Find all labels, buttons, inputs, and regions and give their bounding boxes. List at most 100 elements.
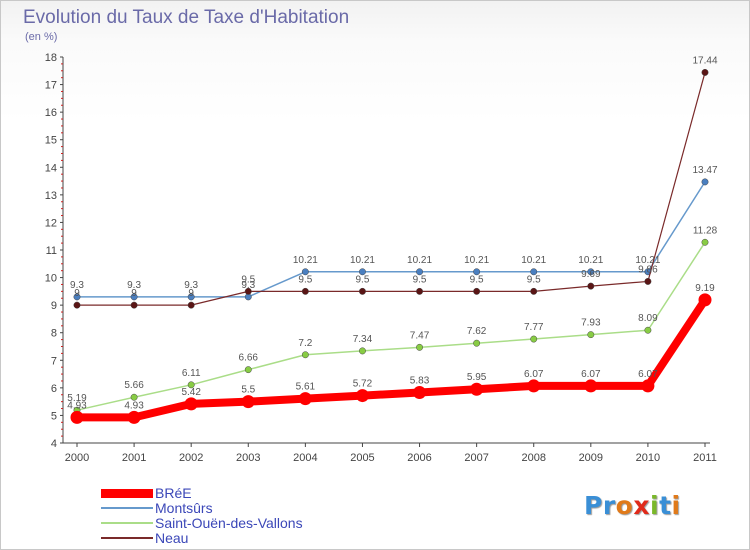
chart-title: Evolution du Taux de Taxe d'Habitation bbox=[23, 7, 350, 28]
y-tick-label: 10 bbox=[45, 273, 57, 285]
data-label: 5.66 bbox=[124, 380, 144, 391]
y-tick-label: 17 bbox=[45, 80, 57, 92]
data-point bbox=[244, 287, 252, 295]
y-tick-label: 14 bbox=[45, 162, 57, 174]
x-tick-label: 2006 bbox=[407, 452, 431, 464]
x-tick-label: 2001 bbox=[122, 452, 146, 464]
legend-swatch bbox=[101, 522, 153, 524]
data-label: 9.3 bbox=[241, 280, 255, 291]
data-point bbox=[127, 410, 141, 424]
y-tick-label: 11 bbox=[46, 245, 57, 257]
data-label: 10.21 bbox=[350, 255, 375, 266]
data-point bbox=[530, 335, 538, 343]
data-label: 4.93 bbox=[67, 400, 87, 411]
data-point bbox=[701, 68, 709, 76]
data-label: 6.07 bbox=[638, 369, 658, 380]
data-label: 7.77 bbox=[524, 322, 544, 333]
x-tick-label: 2009 bbox=[579, 452, 603, 464]
data-label: 9.5 bbox=[241, 274, 255, 285]
data-point bbox=[301, 268, 309, 276]
data-label: 5.72 bbox=[353, 379, 373, 390]
x-tick-label: 2011 bbox=[693, 452, 717, 464]
data-point bbox=[130, 301, 138, 309]
y-tick-label: 8 bbox=[51, 328, 57, 340]
data-point bbox=[298, 392, 312, 406]
data-label: 17.44 bbox=[692, 55, 717, 66]
data-label: 4.93 bbox=[124, 400, 144, 411]
data-label: 13.47 bbox=[692, 165, 717, 176]
data-label: 9.3 bbox=[184, 280, 198, 291]
legend-swatch bbox=[101, 507, 153, 509]
data-label: 9.5 bbox=[527, 274, 541, 285]
data-label: 10.21 bbox=[578, 255, 603, 266]
data-label: 11.28 bbox=[693, 225, 718, 236]
data-label: 7.47 bbox=[410, 330, 430, 341]
data-point bbox=[530, 287, 538, 295]
series-line-3 bbox=[77, 72, 706, 306]
data-point bbox=[416, 268, 423, 276]
data-point bbox=[644, 326, 652, 334]
legend-label: BRéE bbox=[155, 485, 192, 501]
data-point bbox=[584, 379, 598, 393]
y-tick-label: 9 bbox=[51, 300, 57, 312]
x-tick-label: 2010 bbox=[636, 452, 660, 464]
x-tick-label: 2003 bbox=[236, 452, 260, 464]
data-label: 10.21 bbox=[635, 255, 660, 266]
data-point bbox=[473, 287, 481, 295]
data-point bbox=[359, 347, 366, 355]
data-point bbox=[355, 389, 369, 403]
y-tick-label: 13 bbox=[45, 190, 57, 202]
data-label: 6.07 bbox=[524, 369, 544, 380]
data-label: 5.95 bbox=[467, 372, 487, 383]
data-label: 6.07 bbox=[581, 369, 601, 380]
x-tick-label: 2004 bbox=[293, 452, 317, 464]
data-point bbox=[301, 287, 309, 295]
data-label: 9.5 bbox=[298, 274, 312, 285]
data-point bbox=[413, 386, 427, 400]
data-point bbox=[187, 301, 195, 309]
data-point bbox=[187, 293, 195, 301]
y-tick-label: 18 bbox=[45, 52, 57, 64]
chart-subtitle: (en %) bbox=[25, 31, 58, 43]
data-point bbox=[641, 379, 655, 393]
data-label: 7.93 bbox=[581, 318, 601, 329]
data-point bbox=[701, 238, 709, 246]
y-tick-label: 7 bbox=[51, 355, 57, 367]
data-label: 5.61 bbox=[296, 382, 316, 393]
data-point bbox=[73, 301, 81, 309]
data-label: 7.62 bbox=[467, 326, 487, 337]
data-point bbox=[359, 287, 366, 295]
data-label: 10.21 bbox=[464, 255, 489, 266]
data-label: 9 bbox=[188, 288, 194, 299]
data-point bbox=[73, 293, 81, 301]
data-label: 9.3 bbox=[70, 280, 84, 291]
series-line-2 bbox=[76, 241, 706, 411]
data-label: 7.34 bbox=[353, 334, 373, 345]
x-tick-label: 2007 bbox=[464, 452, 488, 464]
data-point bbox=[359, 268, 366, 276]
y-tick-label: 12 bbox=[45, 217, 57, 229]
data-point bbox=[587, 331, 595, 339]
data-point bbox=[473, 339, 481, 347]
data-label: 9.5 bbox=[413, 274, 427, 285]
legend-swatch bbox=[101, 537, 153, 539]
data-label: 8.09 bbox=[638, 313, 658, 324]
series-line-0 bbox=[77, 297, 709, 422]
data-label: 5.19 bbox=[67, 393, 87, 404]
x-tick-label: 2008 bbox=[521, 452, 545, 464]
series-line-1 bbox=[77, 181, 706, 298]
data-label: 5.5 bbox=[241, 385, 255, 396]
data-point bbox=[587, 268, 595, 276]
x-tick-label: 2002 bbox=[179, 452, 203, 464]
data-point bbox=[184, 397, 198, 411]
legend-label: Neau bbox=[155, 530, 189, 546]
data-label: 9.5 bbox=[470, 274, 484, 285]
data-label: 10.21 bbox=[293, 255, 318, 266]
proxiti-logo: Proxiti bbox=[584, 491, 681, 520]
data-point bbox=[701, 178, 709, 186]
data-label: 10.21 bbox=[407, 255, 432, 266]
y-tick-label: 16 bbox=[45, 107, 57, 119]
data-point bbox=[473, 268, 481, 276]
